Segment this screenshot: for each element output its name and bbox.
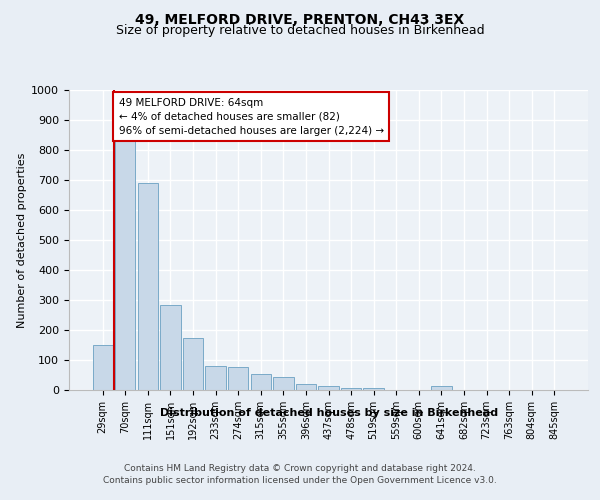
Bar	[251, 374, 271, 390]
Text: Distribution of detached houses by size in Birkenhead: Distribution of detached houses by size …	[160, 408, 498, 418]
Bar	[160, 304, 181, 390]
Text: 49, MELFORD DRIVE, PRENTON, CH43 3EX: 49, MELFORD DRIVE, PRENTON, CH43 3EX	[136, 12, 464, 26]
Bar	[228, 366, 248, 390]
Text: Contains HM Land Registry data © Crown copyright and database right 2024.: Contains HM Land Registry data © Crown c…	[124, 464, 476, 473]
Bar	[205, 366, 226, 390]
Bar	[341, 388, 361, 390]
Text: Size of property relative to detached houses in Birkenhead: Size of property relative to detached ho…	[116, 24, 484, 37]
Bar	[319, 386, 338, 390]
Bar	[138, 183, 158, 390]
Bar	[431, 386, 452, 390]
Bar	[296, 384, 316, 390]
Bar	[183, 338, 203, 390]
Text: 49 MELFORD DRIVE: 64sqm
← 4% of detached houses are smaller (82)
96% of semi-det: 49 MELFORD DRIVE: 64sqm ← 4% of detached…	[119, 98, 383, 136]
Bar	[115, 141, 136, 390]
Bar	[273, 378, 293, 390]
Bar	[92, 345, 113, 390]
Y-axis label: Number of detached properties: Number of detached properties	[17, 152, 27, 328]
Text: Contains public sector information licensed under the Open Government Licence v3: Contains public sector information licen…	[103, 476, 497, 485]
Bar	[364, 388, 384, 390]
